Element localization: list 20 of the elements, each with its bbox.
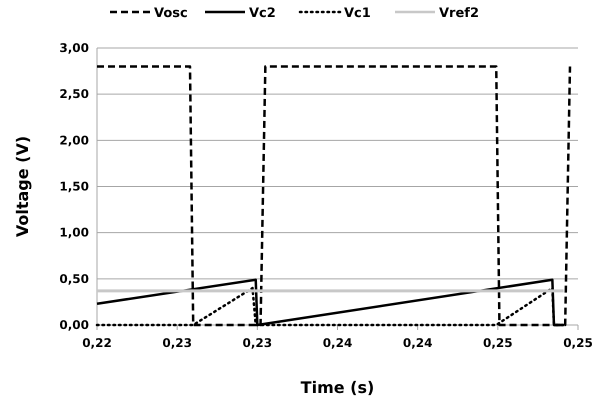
legend-label: Vc2 xyxy=(249,6,276,21)
x-tick-label: 0,24 xyxy=(322,336,352,350)
legend-label: Vc1 xyxy=(344,6,371,21)
y-tick-label: 2,50 xyxy=(59,87,89,102)
y-tick-label: 2,00 xyxy=(59,133,89,148)
y-tick-label: 1,00 xyxy=(59,226,89,240)
x-tick-label: 0,24 xyxy=(402,336,432,350)
y-tick-label: 1,50 xyxy=(59,180,89,194)
x-tick-label: 0,25 xyxy=(483,336,513,350)
legend-label: Vref2 xyxy=(439,6,479,21)
x-axis-title: Time (s) xyxy=(300,378,374,397)
y-axis-title: Voltage (V) xyxy=(13,136,32,238)
legend-label: Vosc xyxy=(154,6,188,21)
y-tick-label: 0,50 xyxy=(59,272,89,286)
y-tick-label: 3,00 xyxy=(59,41,89,55)
x-tick-label: 0,23 xyxy=(242,336,272,350)
x-tick-label: 0,25 xyxy=(563,336,593,350)
y-tick-label: 0,00 xyxy=(59,318,89,332)
x-tick-label: 0,23 xyxy=(162,336,192,350)
x-tick-label: 0,22 xyxy=(82,336,112,350)
